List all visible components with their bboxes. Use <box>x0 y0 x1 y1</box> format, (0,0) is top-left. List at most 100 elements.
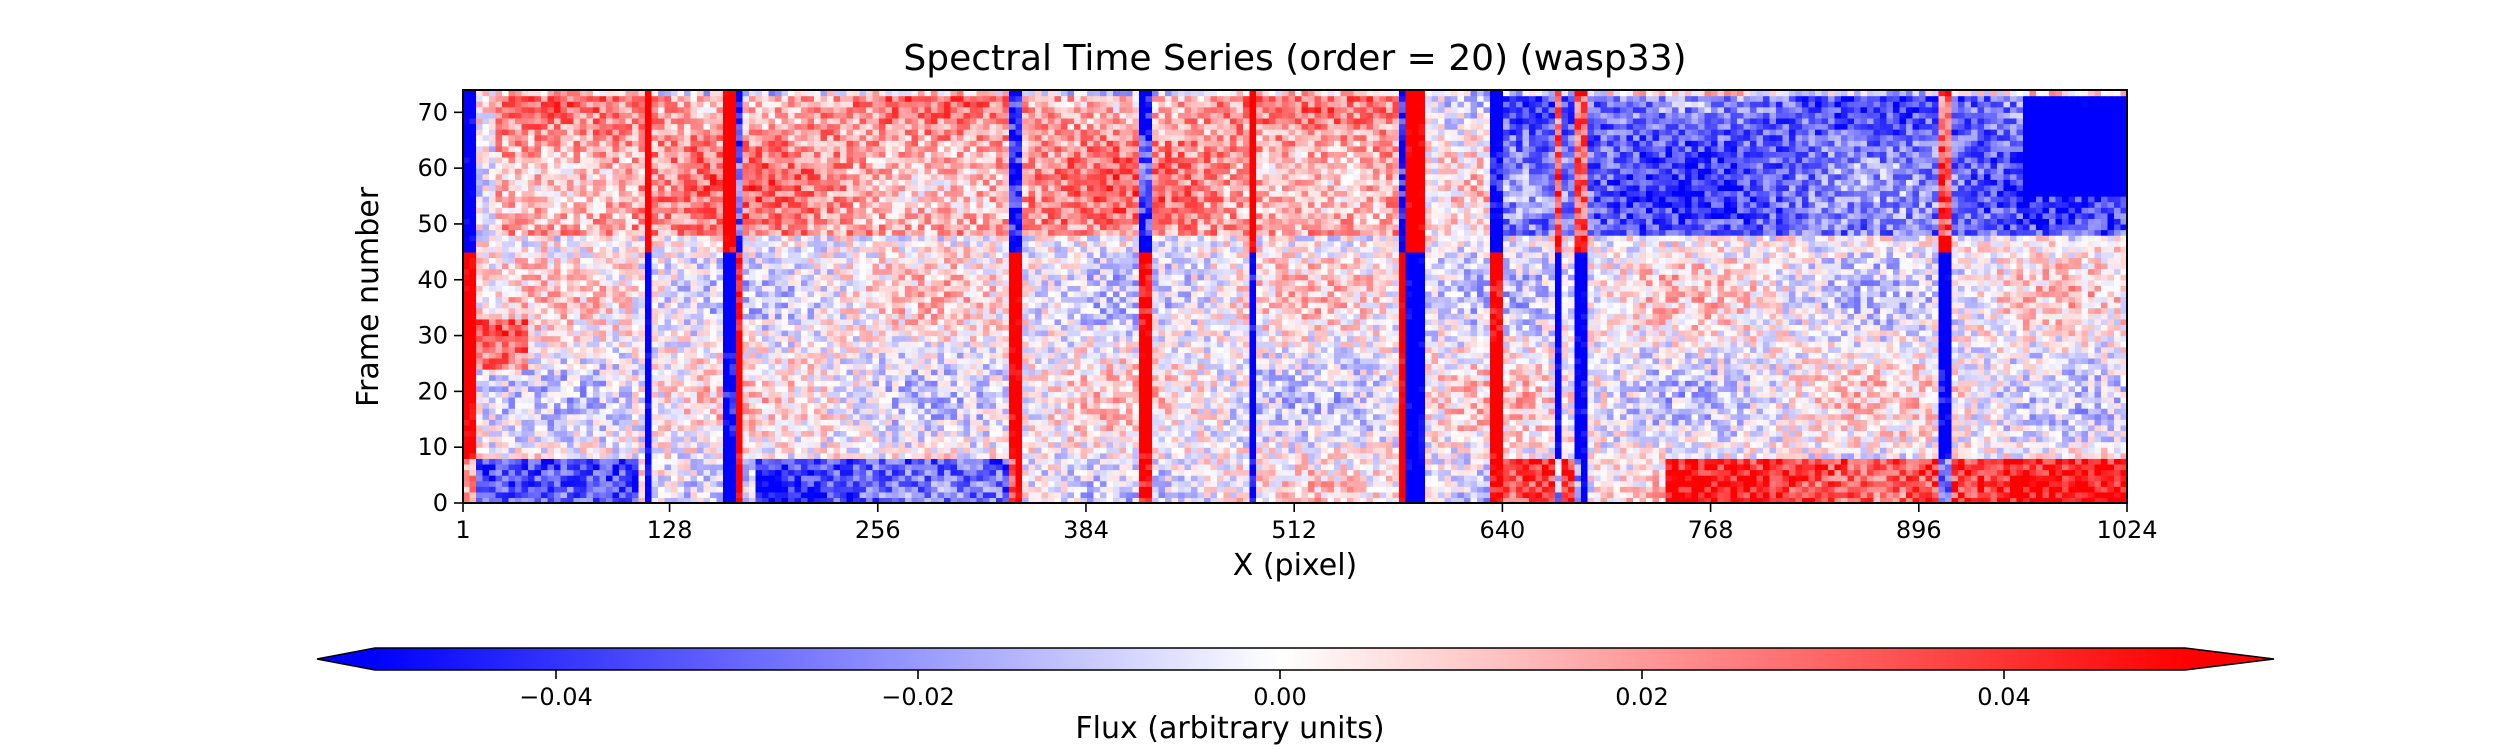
heatmap-cell <box>801 391 809 398</box>
heatmap-cell <box>1347 480 1355 487</box>
heatmap-cell <box>1763 497 1771 504</box>
heatmap-cell <box>1210 408 1218 415</box>
heatmap-cell <box>1301 491 1309 499</box>
heatmap-cell <box>1633 441 1641 448</box>
heatmap-cell <box>1126 491 1134 499</box>
heatmap-cell <box>2023 419 2031 426</box>
heatmap-cell <box>905 463 913 471</box>
heatmap-cell <box>2101 447 2109 454</box>
heatmap-cell <box>1334 463 1342 471</box>
heatmap-cell <box>1184 436 1192 443</box>
heatmap-cell <box>2023 458 2031 465</box>
heatmap-cell <box>573 419 581 426</box>
heatmap-cell <box>606 441 614 448</box>
heatmap-cell <box>1386 475 1394 482</box>
heatmap-cell <box>1522 430 1530 437</box>
heatmap-cell <box>1737 469 1745 476</box>
heatmap-cell <box>651 452 659 459</box>
heatmap-cell <box>482 436 490 443</box>
heatmap-cell <box>1002 402 1010 409</box>
heatmap-cell <box>2075 441 2083 448</box>
heatmap-cell <box>1399 402 1407 409</box>
heatmap-cell <box>989 396 997 404</box>
heatmap-cell <box>775 391 783 398</box>
heatmap-cell <box>1217 447 1225 454</box>
heatmap-cell <box>1373 436 1381 443</box>
heatmap-cell <box>495 424 503 432</box>
heatmap-cell <box>1308 475 1316 482</box>
heatmap-cell <box>905 419 913 426</box>
heatmap-cell <box>807 430 815 437</box>
heatmap-cell <box>2120 424 2128 432</box>
heatmap-cell <box>1126 391 1134 398</box>
heatmap-cell <box>2120 458 2128 465</box>
heatmap-cell <box>801 419 809 426</box>
heatmap-cell <box>827 475 835 482</box>
heatmap-cell <box>541 497 549 504</box>
heatmap-cell <box>1594 486 1602 493</box>
heatmap-cell <box>1223 436 1231 443</box>
heatmap-cell <box>1022 463 1030 471</box>
heatmap-cell <box>1607 475 1615 482</box>
heatmap-cell <box>970 497 978 504</box>
heatmap-cell <box>612 436 620 443</box>
heatmap-cell <box>1113 475 1121 482</box>
heatmap-cell <box>1496 452 1504 459</box>
heatmap-cell <box>1015 458 1023 465</box>
heatmap-cell <box>1360 486 1368 493</box>
heatmap-cell <box>528 430 536 437</box>
heatmap-cell <box>723 419 731 426</box>
heatmap-cell <box>1269 419 1277 426</box>
heatmap-cell <box>1035 463 1043 471</box>
heatmap-cell <box>723 469 731 476</box>
heatmap-cell <box>1119 419 1127 426</box>
heatmap-cell <box>1886 491 1894 499</box>
heatmap-cell <box>1854 486 1862 493</box>
heatmap-cell <box>1093 463 1101 471</box>
heatmap-cell <box>489 447 497 454</box>
heatmap-cell <box>1620 491 1628 499</box>
heatmap-cell <box>1444 497 1452 504</box>
heatmap-cell <box>1145 424 1153 432</box>
heatmap-cell <box>1308 469 1316 476</box>
heatmap-cell <box>1730 486 1738 493</box>
heatmap-cell <box>944 497 952 504</box>
heatmap-cell <box>1867 408 1875 415</box>
heatmap-cell <box>1711 441 1719 448</box>
heatmap-cell <box>1958 480 1966 487</box>
heatmap-cell <box>892 480 900 487</box>
heatmap-cell <box>996 447 1004 454</box>
heatmap-cell <box>2003 430 2011 437</box>
heatmap-cell <box>469 469 477 476</box>
heatmap-cell <box>898 436 906 443</box>
heatmap-cell <box>1763 480 1771 487</box>
heatmap-cell <box>632 497 640 504</box>
heatmap-cell <box>1951 424 1959 432</box>
heatmap-cell <box>632 441 640 448</box>
heatmap-cell <box>1724 413 1732 420</box>
heatmap-cell <box>1626 413 1634 420</box>
heatmap-cell <box>534 413 542 420</box>
heatmap-cell <box>2094 424 2102 432</box>
heatmap-cell <box>2120 408 2128 415</box>
heatmap-cell <box>1769 424 1777 432</box>
heatmap-cell <box>1093 491 1101 499</box>
heatmap-cell <box>1022 396 1030 404</box>
heatmap-cell <box>1145 475 1153 482</box>
heatmap-cell <box>1821 413 1829 420</box>
heatmap-cell <box>638 452 646 459</box>
heatmap-cell <box>872 458 880 465</box>
heatmap-cell <box>944 408 952 415</box>
heatmap-cell <box>1958 441 1966 448</box>
heatmap-cell <box>1795 497 1803 504</box>
heatmap-cell <box>1301 408 1309 415</box>
heatmap-cell <box>2016 497 2024 504</box>
heatmap-cell <box>840 424 848 432</box>
heatmap-cell <box>2016 402 2024 409</box>
heatmap-cell <box>1561 452 1569 459</box>
heatmap-cell <box>1223 469 1231 476</box>
heatmap-cell <box>1574 447 1582 454</box>
heatmap-cell <box>1314 463 1322 471</box>
heatmap-cell <box>1165 497 1173 504</box>
heatmap-cell <box>846 475 854 482</box>
